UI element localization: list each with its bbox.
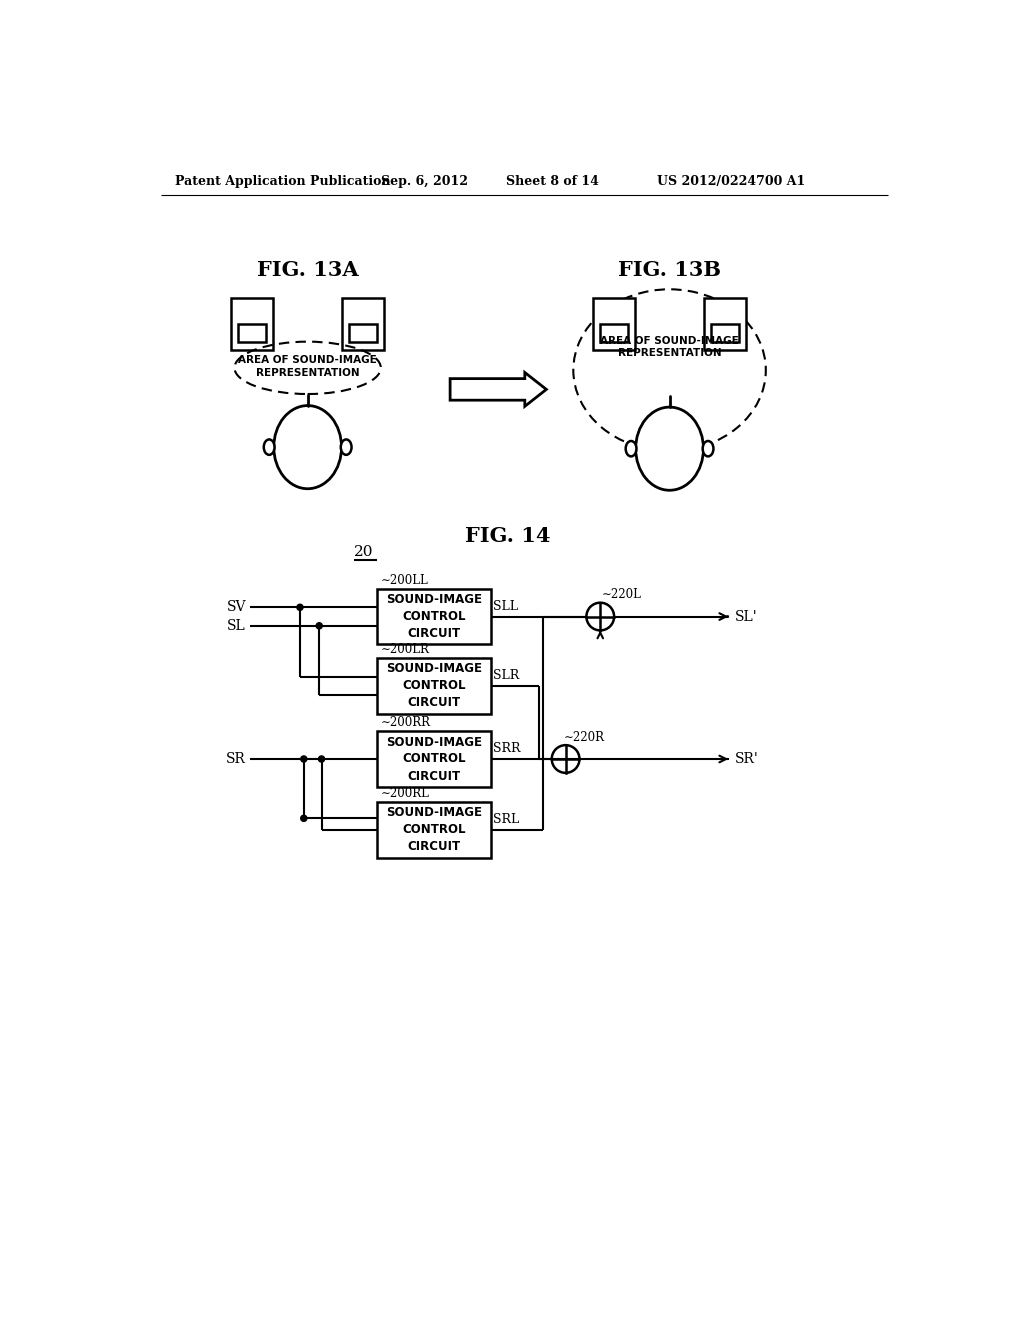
Bar [593,298,635,350]
Text: ∼220L: ∼220L [602,589,642,601]
Text: SLR: SLR [494,669,519,682]
Text: SLL: SLL [494,599,518,612]
Text: ∼200LL: ∼200LL [381,573,429,586]
Bar [342,298,384,350]
Text: SRL: SRL [494,813,519,826]
Text: ∼220R: ∼220R [564,730,605,743]
Text: SR': SR' [735,752,759,766]
Text: AREA OF SOUND-IMAGE
REPRESENTATION: AREA OF SOUND-IMAGE REPRESENTATION [239,355,377,378]
Text: SL': SL' [735,610,758,623]
Circle shape [301,816,307,821]
Bar [231,298,273,350]
Text: SOUND-IMAGE
CONTROL
CIRCUIT: SOUND-IMAGE CONTROL CIRCUIT [386,807,482,853]
Text: SOUND-IMAGE
CONTROL
CIRCUIT: SOUND-IMAGE CONTROL CIRCUIT [386,663,482,709]
Bar [377,659,490,714]
Ellipse shape [264,440,274,455]
Bar [711,323,739,342]
Bar [703,298,746,350]
Text: FIG. 13B: FIG. 13B [618,260,721,280]
Polygon shape [451,372,547,407]
Text: SOUND-IMAGE
CONTROL
CIRCUIT: SOUND-IMAGE CONTROL CIRCUIT [386,593,482,640]
Circle shape [297,605,303,610]
Ellipse shape [273,405,342,488]
Circle shape [316,623,323,628]
Text: SL: SL [227,619,246,632]
Ellipse shape [702,441,714,457]
Text: FIG. 14: FIG. 14 [465,525,551,545]
Ellipse shape [636,407,703,490]
Text: US 2012/0224700 A1: US 2012/0224700 A1 [657,176,805,187]
Bar [377,803,490,858]
Text: Sep. 6, 2012: Sep. 6, 2012 [381,176,468,187]
Text: SR: SR [226,752,246,766]
Bar [377,731,490,787]
Text: ∼200RL: ∼200RL [381,787,430,800]
Text: SRR: SRR [494,742,521,755]
Bar [239,323,266,342]
Text: Patent Application Publication: Patent Application Publication [175,176,391,187]
Circle shape [301,756,307,762]
Ellipse shape [341,440,351,455]
Bar [377,589,490,644]
Bar [349,323,377,342]
Text: ∼200LR: ∼200LR [381,643,430,656]
Ellipse shape [626,441,637,457]
Text: SV: SV [226,601,246,614]
Text: AREA OF SOUND-IMAGE
REPRESENTATION: AREA OF SOUND-IMAGE REPRESENTATION [600,335,739,359]
Text: 20: 20 [354,545,374,558]
Text: Sheet 8 of 14: Sheet 8 of 14 [506,176,599,187]
Text: ∼200RR: ∼200RR [381,715,431,729]
Text: FIG. 13A: FIG. 13A [257,260,358,280]
Bar [600,323,628,342]
Text: SOUND-IMAGE
CONTROL
CIRCUIT: SOUND-IMAGE CONTROL CIRCUIT [386,735,482,783]
Circle shape [318,756,325,762]
